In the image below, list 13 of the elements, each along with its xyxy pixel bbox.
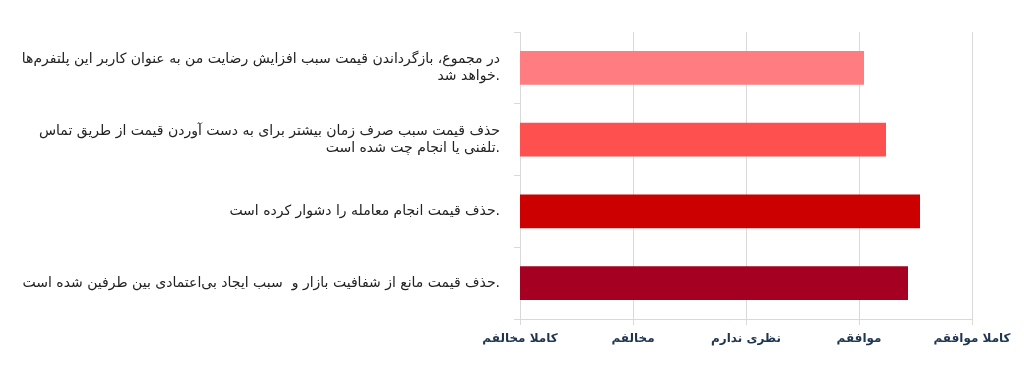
bar [520,266,908,300]
y-tick-label: حذف قیمت مانع از شفافیت بازار و سبب ایجاد بی‌اعتمادی بین طرفین شده است. [22,273,500,291]
bar [520,122,886,157]
text: نظری ندارم [710,331,782,347]
text: موافقم [836,331,882,347]
bar [520,51,864,85]
text: کاملا مخالفم [482,331,558,346]
text: کاملا موافقم [933,331,1011,347]
y-tick-label: حذف قیمت انجام معامله را دشوار کرده است. [229,202,500,220]
y-tick-label: در مجموع، بازگرداندن قیمت سبب افزایش رضایت من به عنوان کاربر این پلتفرم‌ها خواهد شد. [21,50,500,84]
text: مخالفم [611,331,655,346]
bar [520,194,920,229]
y-tick-label: حذف قیمت سبب صرف زمان بیشتر برای به دست آوردن قیمت از طریق تماس تلفنی یا انجام چت شده است. [38,121,500,156]
